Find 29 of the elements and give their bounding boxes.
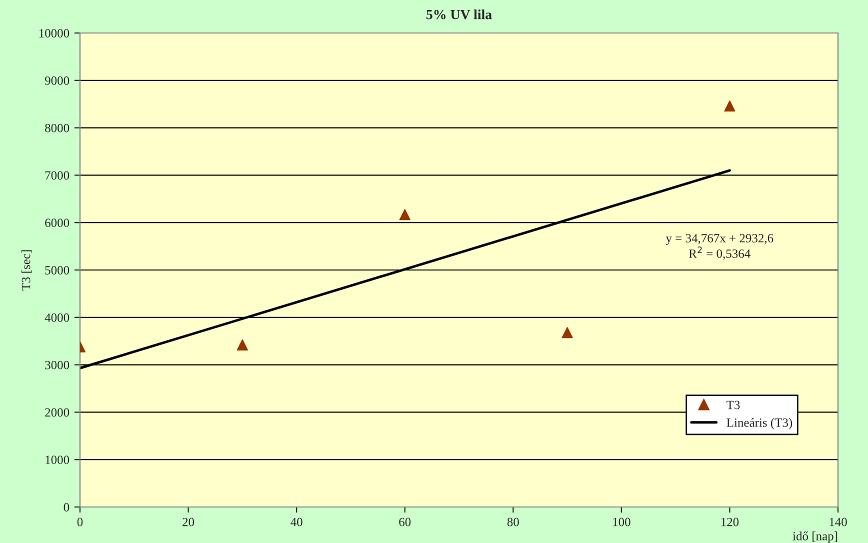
y-tick-label: 1000	[46, 456, 70, 464]
y-axis-title: T3 [sec]	[21, 250, 32, 290]
point	[724, 100, 736, 112]
point	[399, 208, 410, 220]
x-tick-label: 60	[399, 518, 411, 526]
y-tick-label: 3000	[45, 360, 70, 370]
annotation: y = 34,767x + 2932,6 R$^{2}$ = 0,5364	[666, 234, 774, 260]
y-tick-label: 8000	[45, 124, 70, 132]
x-tick-label: 0	[77, 518, 83, 526]
x-tick-label: 100	[613, 518, 630, 526]
legend-label: T3	[726, 400, 740, 410]
y-tick-label: 6000	[45, 218, 70, 228]
y-tick-label: 4000	[44, 313, 70, 322]
y-tick-label: 9000	[44, 76, 70, 85]
chart-title: 5% UV lila	[426, 9, 492, 20]
x-tick-label: 120	[721, 518, 739, 526]
x-tick-label: 20	[182, 518, 194, 526]
legend-label: Lineáris (T3)	[726, 418, 792, 430]
point	[236, 339, 248, 350]
y-tick-label: 7000	[45, 171, 70, 180]
x-tick-label: 140	[830, 518, 847, 526]
x-tick-label: 40	[290, 518, 302, 526]
x-axis-title: idő [nap]	[792, 532, 838, 543]
y-tick-label: 10000	[39, 29, 70, 38]
point	[562, 327, 573, 338]
y-tick-label: 0	[64, 503, 70, 512]
y-tick-label: 2000	[45, 408, 70, 417]
x-tick-label: 80	[507, 518, 519, 526]
y-tick-label: 5000	[45, 266, 70, 274]
